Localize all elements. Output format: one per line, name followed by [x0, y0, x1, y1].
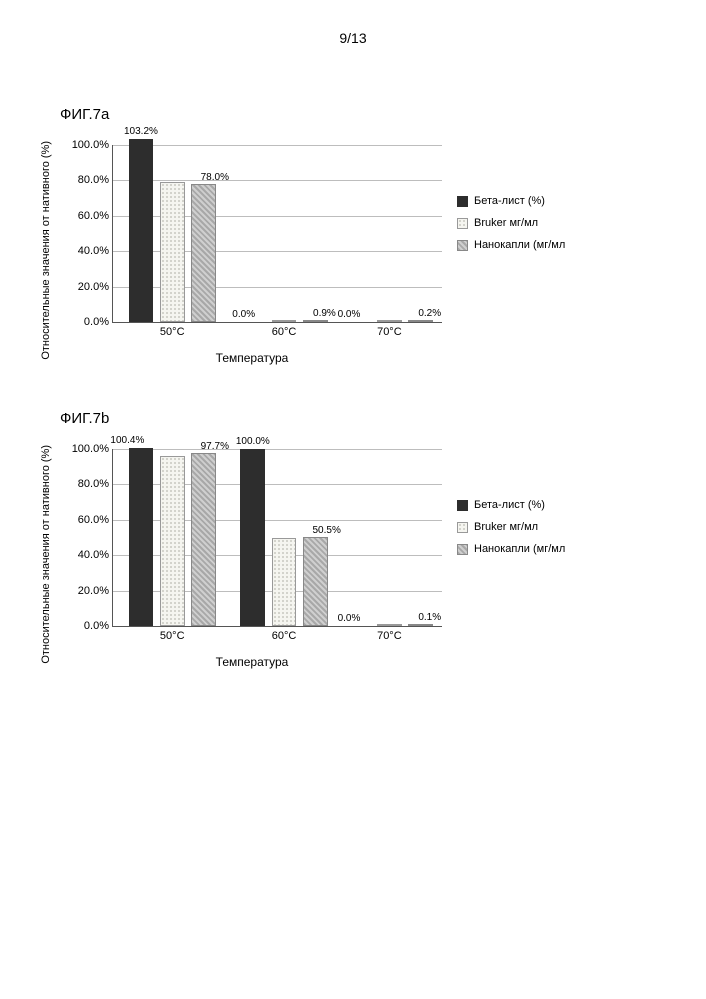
- y-axis-label: Относительные значения от нативного (%): [40, 445, 58, 664]
- ytick-label: 100.0%: [72, 443, 113, 455]
- ytick-label: 0.0%: [84, 620, 113, 632]
- x-axis-label: Температура: [62, 351, 442, 365]
- legend-item-nanodrops: Нанокапли (мг/мл: [457, 543, 565, 555]
- gridline: [113, 449, 442, 450]
- bar-nanodrops: 0.2%: [408, 320, 433, 322]
- fig7a-chart-wrap: 0.0% 20.0% 40.0% 60.0% 80.0% 100.0% 50°C 60°C 70…: [62, 135, 442, 365]
- xtick-label: 70°C: [377, 322, 402, 338]
- bar-nanodrops: 97.7%: [191, 453, 216, 626]
- page: 9/13 ФИГ.7a Относительные значения от нат…: [0, 0, 706, 999]
- fig7b-title: ФИГ.7b: [60, 410, 666, 427]
- bar-bruker: [377, 624, 402, 626]
- bar-nanodrops: 0.9%: [303, 320, 328, 322]
- ytick-label: 40.0%: [78, 549, 113, 561]
- bar-bruker: [272, 538, 297, 627]
- legend-label: Bruker мг/мл: [474, 521, 538, 533]
- bar-bruker: [272, 320, 297, 322]
- xtick-label: 50°C: [160, 322, 185, 338]
- legend-swatch-icon: [457, 218, 468, 229]
- bar-nanodrops: 78.0%: [191, 184, 216, 322]
- page-number: 9/13: [40, 30, 666, 46]
- legend-swatch-icon: [457, 196, 468, 207]
- bar-value-label: 0.0%: [338, 309, 361, 322]
- bar-bruker: [160, 182, 185, 322]
- legend: Бета-лист (%) Bruker мг/мл Нанокапли (мг/м…: [457, 195, 565, 261]
- ytick-label: 0.0%: [84, 316, 113, 328]
- legend-label: Бета-лист (%): [474, 195, 545, 207]
- ytick-label: 60.0%: [78, 514, 113, 526]
- bar-value-label: 0.9%: [313, 308, 336, 321]
- fig7a-row: Относительные значения от нативного (%) 0…: [40, 135, 666, 365]
- ytick-label: 80.0%: [78, 174, 113, 186]
- ytick-label: 20.0%: [78, 281, 113, 293]
- ytick-label: 40.0%: [78, 245, 113, 257]
- legend-item-beta-sheet: Бета-лист (%): [457, 499, 565, 511]
- bar-value-label: 100.4%: [110, 435, 144, 448]
- bar-value-label: 100.0%: [236, 436, 270, 449]
- y-axis-label: Относительные значения от нативного (%): [40, 141, 58, 360]
- fig7b-chart-wrap: 0.0% 20.0% 40.0% 60.0% 80.0% 100.0% 50°C 60°C 70…: [62, 439, 442, 669]
- bar-beta-sheet: 100.4%: [129, 448, 154, 626]
- legend-item-bruker: Bruker мг/мл: [457, 217, 565, 229]
- legend-swatch-icon: [457, 500, 468, 511]
- bar-value-label: 50.5%: [312, 525, 340, 538]
- legend-swatch-icon: [457, 240, 468, 251]
- fig7b-chart: 0.0% 20.0% 40.0% 60.0% 80.0% 100.0% 50°C 60°C 70…: [62, 439, 442, 649]
- legend-label: Бета-лист (%): [474, 499, 545, 511]
- xtick-label: 50°C: [160, 626, 185, 642]
- bar-value-label: 103.2%: [124, 126, 158, 139]
- xtick-label: 60°C: [272, 322, 297, 338]
- legend-label: Нанокапли (мг/мл: [474, 543, 565, 555]
- legend-item-beta-sheet: Бета-лист (%): [457, 195, 565, 207]
- x-axis-label: Температура: [62, 655, 442, 669]
- bar-value-label: 0.0%: [232, 309, 255, 322]
- ytick-label: 100.0%: [72, 139, 113, 151]
- legend: Бета-лист (%) Bruker мг/мл Нанокапли (мг/м…: [457, 499, 565, 565]
- ytick-label: 20.0%: [78, 585, 113, 597]
- ytick-label: 80.0%: [78, 478, 113, 490]
- fig7a-block: ФИГ.7a Относительные значения от нативног…: [40, 106, 666, 365]
- legend-item-nanodrops: Нанокапли (мг/мл: [457, 239, 565, 251]
- bar-value-label: 97.7%: [201, 441, 229, 454]
- legend-label: Bruker мг/мл: [474, 217, 538, 229]
- bar-bruker: [160, 456, 185, 626]
- ytick-label: 60.0%: [78, 210, 113, 222]
- plot-area: 0.0%20.0%40.0%60.0%80.0%100.0%50°C60°C70…: [112, 449, 442, 627]
- fig7b-row: Относительные значения от нативного (%)0…: [40, 439, 666, 669]
- xtick-label: 70°C: [377, 626, 402, 642]
- legend-label: Нанокапли (мг/мл: [474, 239, 565, 251]
- legend-item-bruker: Bruker мг/мл: [457, 521, 565, 533]
- fig7b-block: ФИГ.7b Относительные значения от нативног…: [40, 410, 666, 669]
- bar-nanodrops: 0.1%: [408, 624, 433, 626]
- legend-swatch-icon: [457, 522, 468, 533]
- plot-area: 0.0%20.0%40.0%60.0%80.0%100.0%50°C60°C70…: [112, 145, 442, 323]
- bar-beta-sheet: 103.2%: [129, 139, 154, 322]
- bar-value-label: 0.0%: [338, 613, 361, 626]
- bar-value-label: 78.0%: [201, 172, 229, 185]
- bar-beta-sheet: 100.0%: [240, 449, 265, 626]
- legend-swatch-icon: [457, 544, 468, 555]
- gridline: [113, 145, 442, 146]
- xtick-label: 60°C: [272, 626, 297, 642]
- bar-value-label: 0.2%: [418, 308, 441, 321]
- bar-value-label: 0.1%: [418, 612, 441, 625]
- bar-bruker: [377, 320, 402, 322]
- fig7a-title: ФИГ.7a: [60, 106, 666, 123]
- bar-nanodrops: 50.5%: [303, 537, 328, 626]
- fig7a-chart: 0.0% 20.0% 40.0% 60.0% 80.0% 100.0% 50°C 60°C 70…: [62, 135, 442, 345]
